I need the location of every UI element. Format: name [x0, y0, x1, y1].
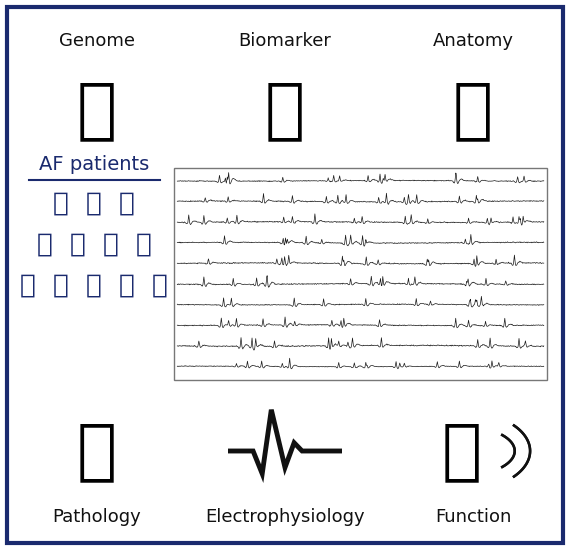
Text: 🧍: 🧍 [119, 190, 135, 217]
Text: AF patients: AF patients [39, 156, 149, 174]
Text: 🧍: 🧍 [20, 273, 36, 299]
Text: 🧍: 🧍 [70, 232, 85, 258]
Text: Biomarker: Biomarker [239, 32, 331, 50]
Text: 🧍: 🧍 [103, 232, 119, 258]
Text: 🧍: 🧍 [136, 232, 152, 258]
Text: 🧍: 🧍 [86, 190, 102, 217]
Text: Electrophysiology: Electrophysiology [205, 508, 365, 526]
Text: Pathology: Pathology [52, 508, 141, 526]
Text: 🧪: 🧪 [265, 77, 305, 143]
Text: 🧍: 🧍 [53, 273, 69, 299]
Text: 🔬: 🔬 [77, 418, 117, 484]
Text: 🧍: 🧍 [152, 273, 168, 299]
Text: 🧍: 🧍 [53, 190, 69, 217]
Text: Function: Function [435, 508, 511, 526]
Text: 🫀: 🫀 [442, 418, 482, 484]
Text: Genome: Genome [59, 32, 135, 50]
Text: 🧍: 🧍 [119, 273, 135, 299]
Text: 🫀: 🫀 [453, 77, 493, 143]
Bar [174, 168, 547, 380]
Text: 🧍: 🧍 [36, 232, 52, 258]
Text: 🧍: 🧍 [86, 273, 102, 299]
Text: 🧬: 🧬 [77, 77, 117, 143]
Text: Anatomy: Anatomy [433, 32, 514, 50]
